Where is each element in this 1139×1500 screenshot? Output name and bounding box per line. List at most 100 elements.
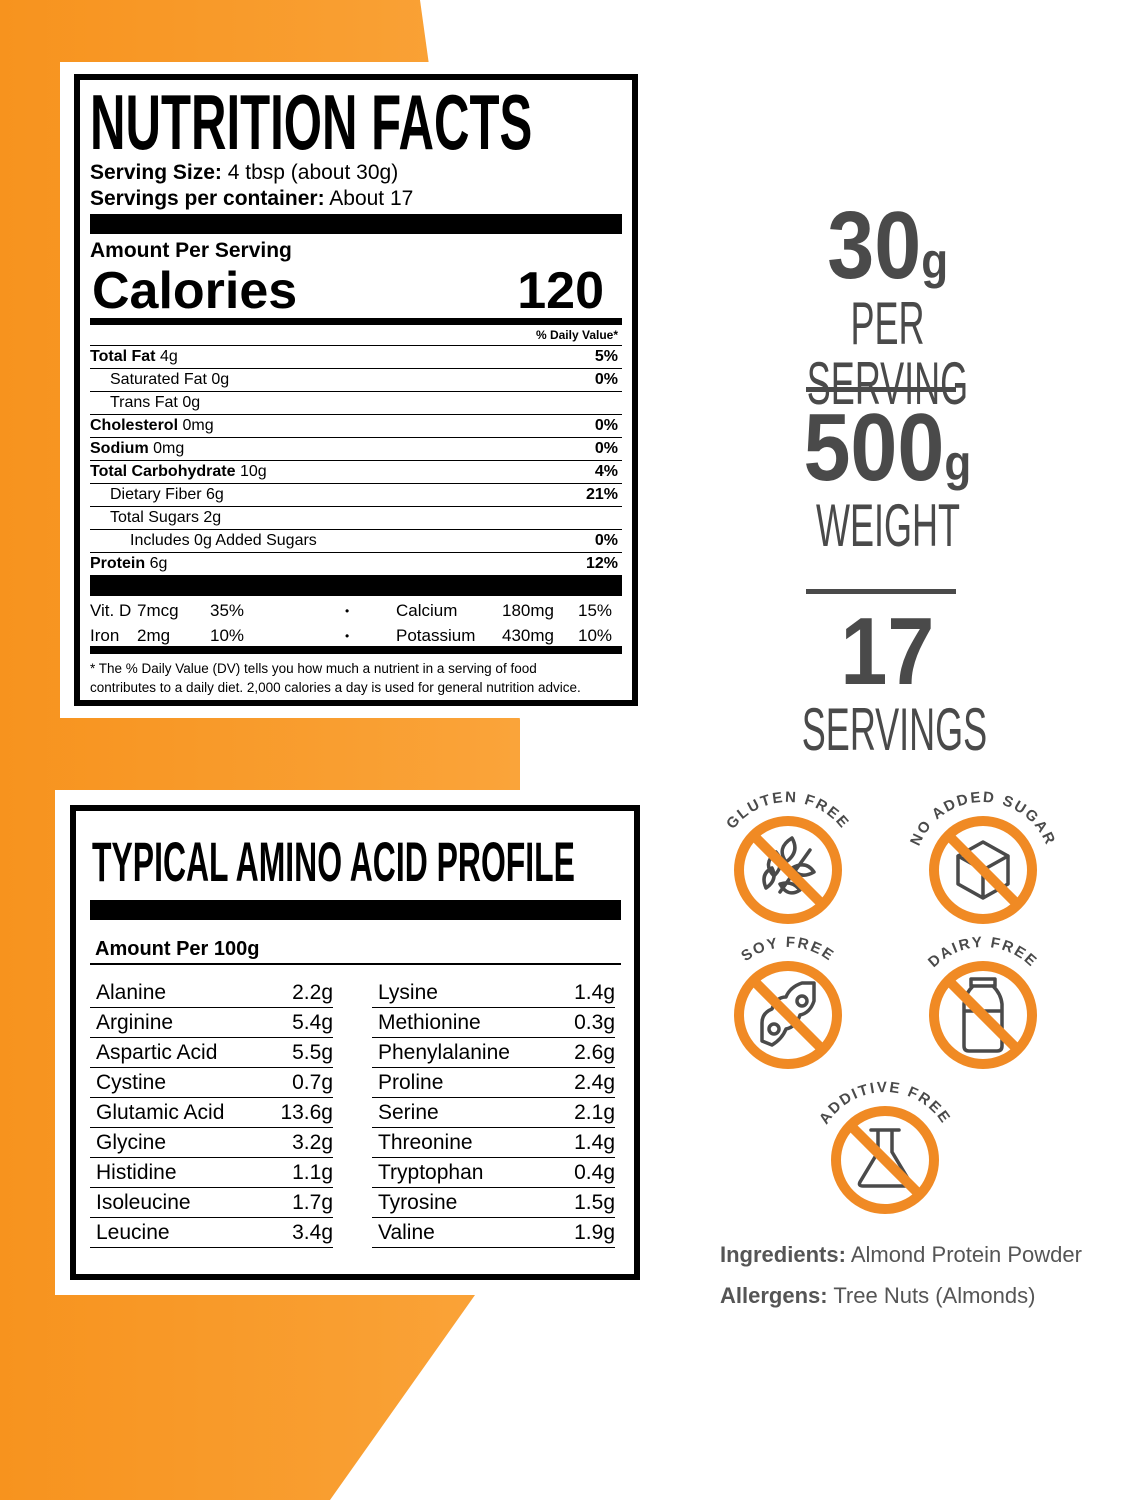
vitamin-dv2: 15%: [578, 601, 613, 620]
amino-value: 2.1g: [574, 1101, 615, 1124]
amino-value: 3.4g: [292, 1221, 333, 1244]
stat-number: 30: [827, 192, 922, 299]
ingredients-line: Ingredients: Almond Protein Powder: [720, 1242, 1082, 1268]
amino-row: Glutamic Acid 13.6g: [90, 1098, 333, 1128]
nutrient-row: Sodium 0mg 0%: [90, 438, 622, 461]
ingredients-label: Ingredients:: [720, 1242, 846, 1267]
amino-name: Cystine: [96, 1071, 167, 1094]
vitamin-row: Iron 2mg 10% Potassium 430mg 10% •: [90, 624, 622, 648]
amino-value: 1.4g: [574, 981, 615, 1004]
amino-row: Proline 2.4g: [372, 1068, 615, 1098]
amino-name: Isoleucine: [96, 1191, 191, 1214]
stat-block: 30g PER SERVING: [740, 198, 1035, 414]
nutrient-name: Includes 0g Added Sugars: [130, 532, 317, 549]
amino-name: Aspartic Acid: [96, 1041, 218, 1064]
badge-dairy-free: DAIRY FREE: [925, 934, 1039, 1069]
amino-value: 13.6g: [280, 1101, 333, 1124]
stat-divider: [806, 387, 956, 392]
footnote-line-2: contributes to a daily diet. 2,000 calor…: [90, 680, 581, 695]
vitamin-dv: 35%: [210, 601, 245, 620]
amino-name: Glycine: [96, 1131, 167, 1154]
vitamin-row: Vit. D 7mcg 35% Calcium 180mg 15% •: [90, 599, 622, 623]
stat-number: 500: [803, 394, 945, 501]
amino-value: 2.4g: [574, 1071, 615, 1094]
stat-value: 500g: [804, 400, 972, 511]
vitamin-dv2: 10%: [578, 626, 613, 645]
serving-size-label: Serving Size:: [90, 161, 222, 184]
nutrient-name: Total Fat: [90, 348, 156, 365]
nutrient-name: Dietary Fiber: [110, 486, 202, 503]
soybean-icon: [760, 981, 816, 1047]
amino-row: Tyrosine 1.5g: [372, 1188, 615, 1218]
nutrient-row: Cholesterol 0mg 0%: [90, 415, 622, 438]
amino-row: Histidine 1.1g: [90, 1158, 333, 1188]
nutrient-row: Includes 0g Added Sugars 0%: [90, 530, 622, 553]
prohibited-ring-icon: [831, 1106, 939, 1214]
amino-row: Alanine 2.2g: [90, 978, 333, 1008]
calories-divider: [90, 318, 622, 325]
nutrient-dv: 0%: [594, 417, 618, 434]
vitamin-name2: Calcium: [396, 601, 458, 620]
prohibited-slash-icon: [945, 977, 1021, 1053]
amino-name: Glutamic Acid: [96, 1101, 225, 1124]
nutrient-dv: 0%: [594, 532, 618, 549]
amino-name: Tryptophan: [378, 1161, 484, 1184]
prohibited-ring-icon: [734, 961, 842, 1069]
thin-divider: [90, 963, 621, 965]
servings-value: About 17: [329, 187, 414, 210]
stat-value: 30g: [827, 198, 948, 309]
amino-row: Lysine 1.4g: [372, 978, 615, 1008]
amino-title: TYPICAL AMINO ACID PROFILE: [92, 830, 575, 893]
prohibited-ring-icon: [929, 961, 1037, 1069]
nutrient-amount: 2g: [203, 509, 222, 526]
amino-row: Methionine 0.3g: [372, 1008, 615, 1038]
amino-name: Phenylalanine: [378, 1041, 510, 1064]
bullet: •: [345, 604, 350, 618]
nutrient-dv: 0%: [594, 371, 618, 388]
amino-name: Tyrosine: [378, 1191, 458, 1214]
calories-value: 120: [517, 262, 604, 320]
stat-block: 500g WEIGHT: [740, 400, 1035, 558]
vitamin-amount: 2mg: [137, 626, 171, 645]
amino-value: 2.6g: [574, 1041, 615, 1064]
nutrient-name: Protein: [90, 555, 146, 572]
stat-divider: [806, 589, 956, 594]
amino-row: Arginine 5.4g: [90, 1008, 333, 1038]
bullet: •: [345, 629, 350, 643]
nutrient-row: Total Carbohydrate 10g 4%: [90, 461, 622, 484]
allergens-value: Tree Nuts (Almonds): [833, 1283, 1036, 1308]
amino-name: Arginine: [96, 1011, 174, 1034]
amino-name: Alanine: [96, 981, 167, 1004]
vitamin-name: Vit. D: [90, 601, 132, 620]
nutrient-row: Trans Fat 0g: [90, 392, 622, 415]
nutrient-amount: 6g: [206, 486, 224, 503]
nutrient-amount: 0g: [211, 371, 230, 388]
amino-value: 2.2g: [292, 981, 333, 1004]
amino-name: Serine: [378, 1101, 439, 1124]
amino-row: Leucine 3.4g: [90, 1218, 333, 1248]
amino-value: 0.3g: [574, 1011, 615, 1034]
nutrition-title: NUTRITION FACTS: [90, 78, 533, 166]
nutrient-amount: 0g: [182, 394, 201, 411]
nutrient-row: Total Sugars 2g: [90, 507, 622, 530]
thick-divider: [90, 646, 622, 654]
vitamin-amount2: 180mg: [502, 601, 554, 620]
badge-label: ADDITIVE FREE: [816, 1079, 952, 1128]
nutrient-row: Total Fat 4g 5%: [90, 346, 622, 369]
prohibited-slash-icon: [750, 832, 826, 908]
amino-name: Threonine: [378, 1131, 473, 1154]
nutrient-row: Dietary Fiber 6g 21%: [90, 484, 622, 507]
prohibited-slash-icon: [847, 1122, 923, 1198]
vitamin-name2: Potassium: [396, 626, 476, 645]
amino-row: Tryptophan 0.4g: [372, 1158, 615, 1188]
nutrient-name: Total Sugars: [110, 509, 199, 526]
amino-row: Phenylalanine 2.6g: [372, 1038, 615, 1068]
nutrient-dv: 0%: [594, 440, 618, 457]
stat-label: SERVINGS: [801, 696, 988, 763]
amino-row: Aspartic Acid 5.5g: [90, 1038, 333, 1068]
vitamin-dv: 10%: [210, 626, 245, 645]
nutrient-amount: 10g: [239, 463, 267, 480]
nutrient-amount: 0mg: [153, 440, 185, 457]
calories-label: Calories: [92, 262, 298, 320]
